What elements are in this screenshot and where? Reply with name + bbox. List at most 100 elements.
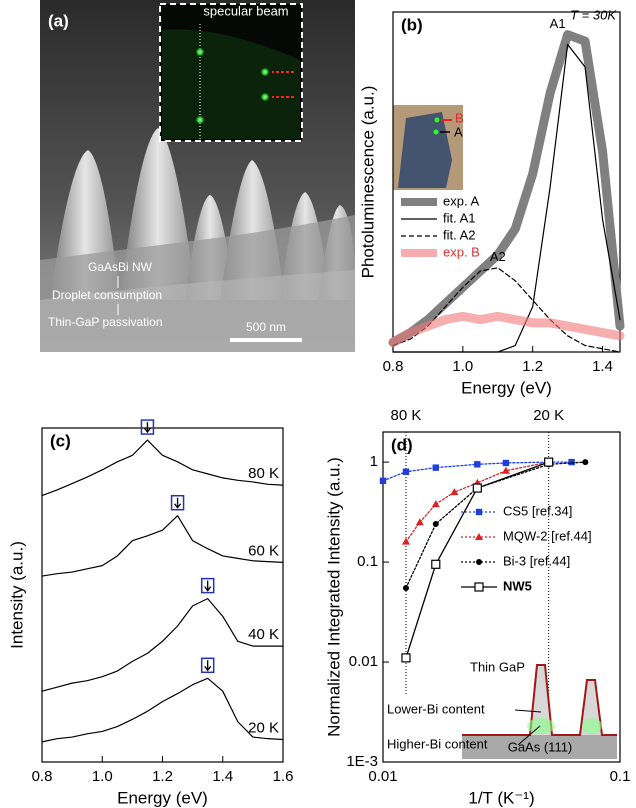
y-tick-label: 0.01 — [349, 653, 378, 670]
y-axis-label: Photoluminescence (a.u.) — [358, 86, 377, 279]
plot-frame — [41, 427, 284, 763]
y-tick-label: 0.1 — [357, 553, 378, 570]
pl-inset-photo — [393, 105, 463, 190]
legend-label: Bi-3 [ref.44] — [503, 553, 570, 568]
x-tick-label: 1.0 — [452, 358, 473, 375]
x-tick-label: 0.8 — [32, 768, 53, 785]
series-line — [388, 311, 625, 347]
rheed-spot — [195, 47, 205, 57]
inset-glow — [527, 718, 555, 734]
marker — [402, 585, 409, 592]
rheed-spot — [195, 115, 205, 125]
rheed-glow — [162, 29, 300, 139]
x-tick-label: 1.2 — [522, 358, 543, 375]
spot — [434, 117, 440, 123]
series-line — [41, 598, 284, 692]
marker — [432, 521, 439, 528]
peak-box — [140, 419, 155, 435]
sem-image: specular beam (a) GaAsBi NW Droplet cons… — [40, 0, 355, 352]
inset-structure — [462, 664, 617, 736]
rheed-spot — [260, 92, 270, 102]
peak-box — [200, 577, 215, 594]
x-axis-label: 1/T (K⁻¹) — [468, 788, 534, 807]
x-tick-label: 0.01 — [368, 768, 397, 785]
panel-label: (d) — [391, 435, 413, 454]
annotation: GaAsBi NW — [88, 260, 153, 274]
legend-label: CS5 [ref.34] — [503, 503, 572, 518]
peak-arrow — [204, 580, 212, 592]
y-axis-label: Normalized Integrated Intensity (a.u.) — [324, 457, 343, 737]
peak-box — [200, 657, 215, 674]
annotation: Thin-GaP passivation — [48, 315, 163, 329]
marker — [474, 461, 481, 468]
peak-box — [170, 494, 185, 511]
series-line — [392, 267, 621, 353]
legend-label: exp. A — [443, 193, 479, 208]
peak-label: A1 — [550, 16, 566, 31]
marker — [474, 582, 484, 592]
x-tick-label: 0.8 — [383, 358, 404, 375]
rheed-spot — [260, 67, 270, 77]
spot — [433, 129, 439, 135]
series-line — [41, 515, 284, 577]
scale-label: 500 nm — [246, 320, 286, 334]
legend-label: fit. A1 — [443, 210, 476, 225]
x-axis-label: Energy (eV) — [461, 378, 552, 397]
marker — [475, 533, 483, 540]
marker — [472, 483, 482, 493]
series-label: 60 K — [248, 542, 279, 559]
x-axis-label: Energy (eV) — [117, 788, 208, 807]
series-label: 80 K — [248, 465, 279, 482]
plot-frame — [382, 431, 621, 763]
annotation: T = 30K — [570, 7, 617, 22]
inset-label: A — [454, 124, 463, 139]
y-axis-label: Intensity (a.u.) — [7, 541, 26, 649]
marker — [432, 464, 439, 471]
series-label: 20 K — [248, 719, 279, 736]
peak-arrow — [143, 422, 151, 434]
y-tick-label: 1E-3 — [346, 753, 378, 770]
peak-arrow — [204, 660, 212, 672]
panel-label: (c) — [50, 431, 71, 450]
series-line — [388, 30, 625, 347]
x2-tick-label: 80 K — [391, 407, 422, 424]
inset-label: specular beam — [203, 3, 288, 18]
marker — [450, 488, 459, 496]
peak-arrow — [174, 497, 182, 509]
x-tick-label: 1.6 — [273, 768, 294, 785]
annotation: Droplet consumption — [52, 288, 162, 302]
marker — [568, 458, 575, 466]
marker — [415, 518, 424, 526]
inset-label: Thin GaP — [470, 659, 525, 674]
legend-label: fit. A2 — [443, 227, 476, 242]
inset-label: GaAs (111) — [508, 739, 573, 754]
panel-label: (b) — [401, 15, 423, 34]
inset-label: Higher-Bi content — [387, 736, 488, 751]
legend-label: exp. B — [443, 244, 480, 259]
x-tick-label: 1.2 — [152, 768, 173, 785]
panel-label: (a) — [48, 11, 69, 30]
marker — [379, 477, 387, 484]
inset-glow — [582, 718, 602, 734]
marker — [502, 459, 510, 467]
legend-label: MQW-2 [ref.44] — [503, 528, 592, 543]
series-line — [392, 43, 621, 353]
scale-bar — [230, 338, 302, 342]
inset-pointer — [517, 725, 541, 746]
series-line — [41, 677, 284, 743]
plot-frame — [392, 11, 621, 353]
inset-pointer — [514, 709, 542, 713]
marker — [401, 537, 410, 545]
marker — [401, 653, 411, 663]
marker — [431, 500, 440, 508]
series-line — [41, 439, 284, 497]
inset-label: B — [455, 110, 464, 125]
x-tick-label: 1.0 — [92, 768, 113, 785]
legend-label: NW5 — [503, 578, 532, 593]
inset-label: Lower-Bi content — [387, 701, 485, 716]
sample — [398, 112, 452, 188]
x-tick-label: 1.4 — [592, 358, 613, 375]
marker — [402, 468, 410, 475]
